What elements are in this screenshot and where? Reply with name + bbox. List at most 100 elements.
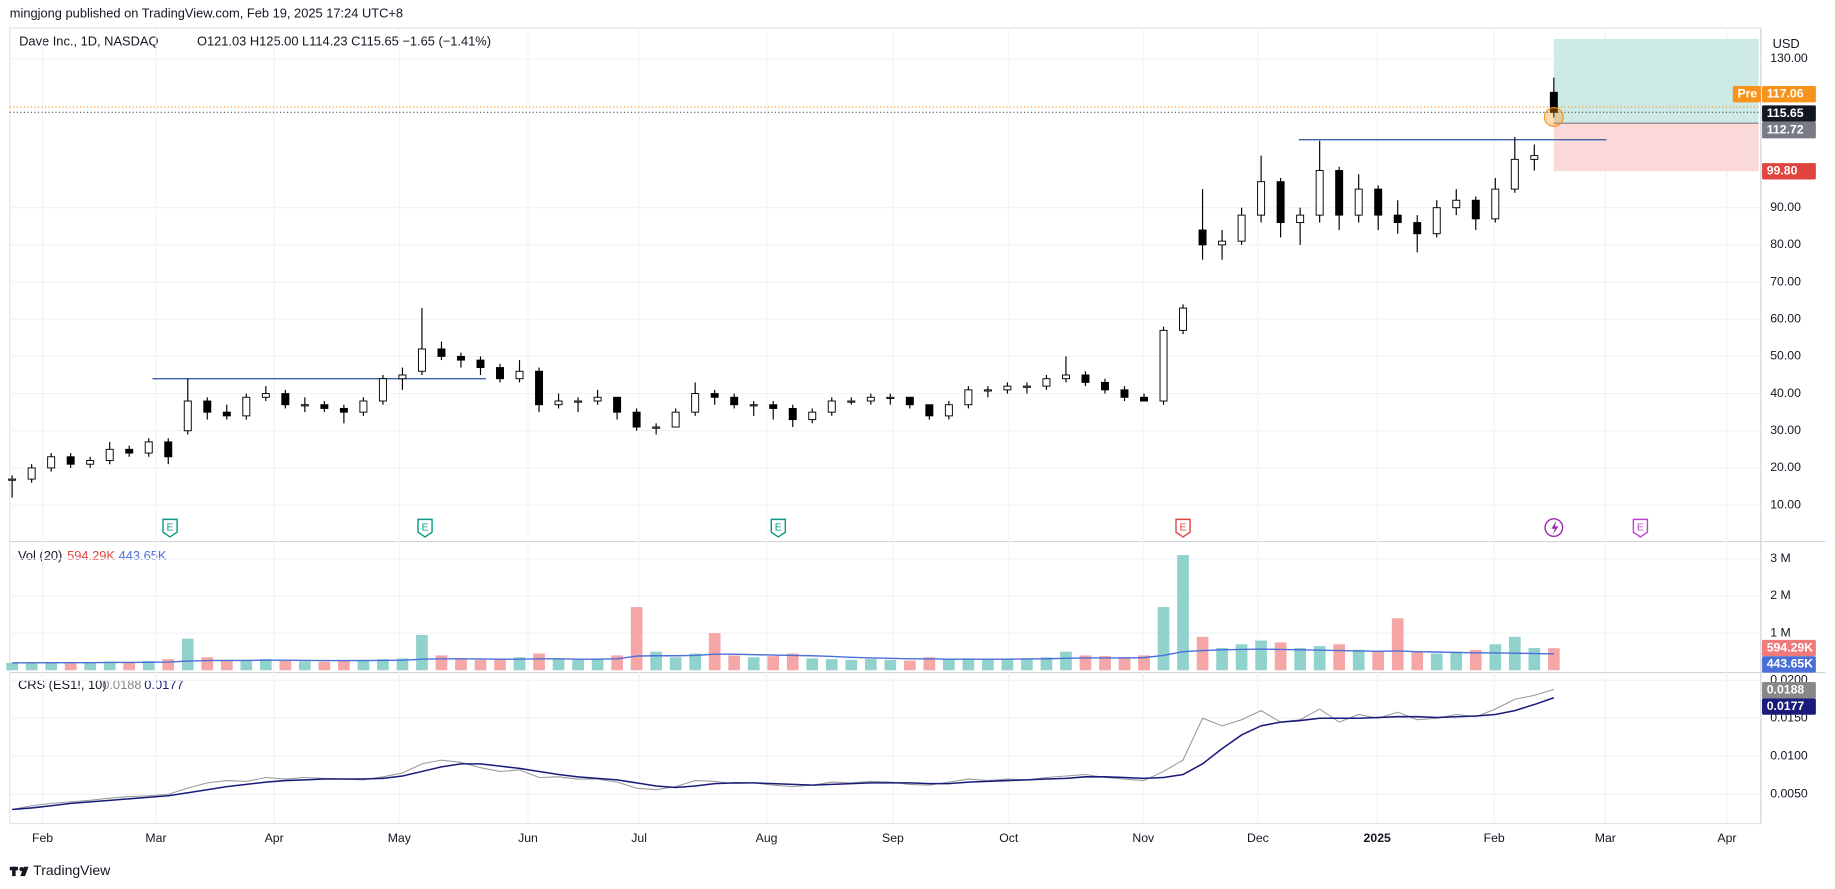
candle-body — [1179, 307, 1188, 331]
candle-body — [983, 389, 992, 392]
candle-body — [222, 411, 231, 417]
candle-body — [1354, 188, 1363, 216]
volume-bar — [630, 607, 643, 671]
candle-body — [1276, 181, 1285, 224]
last-price-badge: 115.65 — [1767, 106, 1804, 120]
y-tick-label: 30.00 — [1770, 423, 1801, 437]
candle-body — [496, 367, 504, 380]
volume-bar — [1352, 649, 1365, 671]
volume-bar — [181, 638, 194, 671]
x-tick-label: Jun — [518, 831, 538, 845]
volume-bar — [903, 660, 916, 671]
volume-bar — [220, 659, 233, 671]
candle-body — [944, 404, 953, 417]
event-marker — [770, 518, 787, 538]
volume-bar — [1450, 651, 1463, 671]
candle-body — [749, 404, 758, 407]
event-label: E — [1180, 521, 1187, 533]
candle-body — [866, 396, 875, 402]
y-tick-label: 60.00 — [1770, 311, 1801, 325]
last-price-badge-bg — [1762, 105, 1816, 122]
position-profit-zone — [1553, 38, 1759, 124]
candle-body — [691, 393, 700, 413]
volume-bar — [1255, 640, 1267, 671]
volume-legend-value: 594.29K — [67, 548, 115, 563]
candle-body — [203, 400, 212, 413]
volume-bar — [435, 655, 448, 671]
y-tick-label: 130.00 — [1770, 51, 1808, 65]
volume-bar — [1021, 658, 1033, 671]
candle-body — [1530, 155, 1539, 160]
volume-bar — [1489, 644, 1502, 671]
crs-ma-legend-value: 0.0177 — [144, 677, 183, 692]
candle-body — [1081, 374, 1090, 383]
volume-bar — [279, 660, 292, 671]
volume-bar — [1430, 653, 1443, 671]
candle-body — [1159, 329, 1168, 402]
volume-bar — [474, 659, 487, 671]
candle-body — [1140, 396, 1148, 402]
dividend-icon — [1551, 520, 1559, 535]
volume-ma-legend-value: 443.65K — [119, 548, 167, 563]
candle-body — [417, 348, 426, 372]
x-tick-label: Mar — [1595, 831, 1616, 845]
event-label: E — [167, 521, 174, 533]
candle-body — [1374, 188, 1383, 216]
volume-bar — [572, 659, 584, 671]
crs-legend: CRS (ES1!, 10) — [18, 677, 107, 692]
volume-bar — [201, 657, 214, 671]
volume-bar — [299, 661, 311, 671]
volume-bar — [1216, 647, 1228, 671]
volume-badge-bg — [1762, 639, 1816, 657]
candle-body — [671, 411, 680, 428]
x-tick-label: May — [388, 831, 412, 845]
candle-body — [1022, 385, 1031, 388]
volume-bar — [1372, 651, 1385, 671]
candle-body — [8, 478, 17, 481]
candle-body — [456, 355, 465, 361]
candle-body — [242, 396, 251, 417]
volume-bar — [864, 659, 877, 671]
y-tick-label: 1 M — [1770, 625, 1790, 639]
volume-bar — [708, 633, 721, 671]
volume-bar — [377, 659, 389, 671]
volume-bar — [962, 658, 975, 671]
y-tick-label: 90.00 — [1770, 200, 1801, 214]
y-tick-label: 0.0050 — [1770, 787, 1808, 801]
candle-body — [27, 467, 36, 480]
volume-bar — [6, 662, 18, 671]
candle-body — [1491, 188, 1500, 220]
candle-body — [476, 359, 485, 369]
crs-legend-value: 0.0188 — [102, 677, 141, 692]
volume-bar — [1001, 659, 1014, 671]
volume-badge: 594.29K — [1767, 640, 1814, 654]
candle-body — [808, 411, 817, 421]
candle-body — [964, 389, 973, 406]
candle-body — [827, 400, 836, 413]
volume-bar — [1118, 657, 1131, 671]
x-tick-label: Mar — [145, 831, 166, 845]
candle-body — [1471, 199, 1480, 220]
crs-badge-bg — [1762, 681, 1816, 699]
event-label: E — [775, 521, 782, 533]
volume-bar — [689, 653, 702, 671]
candle-body — [86, 460, 95, 465]
logo-mark — [12, 866, 16, 877]
volume-bar — [25, 663, 38, 671]
position-loss-zone — [1553, 123, 1759, 172]
candle-body — [1120, 389, 1129, 398]
candle-body — [281, 393, 290, 406]
currency: USD — [1773, 36, 1800, 51]
candle-body — [339, 407, 348, 413]
volume-bar — [1294, 647, 1306, 671]
candle-body — [1101, 381, 1109, 391]
volume-bar — [1099, 656, 1111, 671]
candle-body — [886, 396, 895, 399]
volume-bar — [338, 660, 350, 671]
candle-body — [1432, 207, 1441, 235]
candle-body — [1452, 199, 1461, 209]
candle-body — [574, 400, 583, 403]
volume-bar — [162, 659, 175, 671]
volume-bar — [1547, 648, 1560, 671]
y-tick-label: 40.00 — [1770, 386, 1801, 400]
